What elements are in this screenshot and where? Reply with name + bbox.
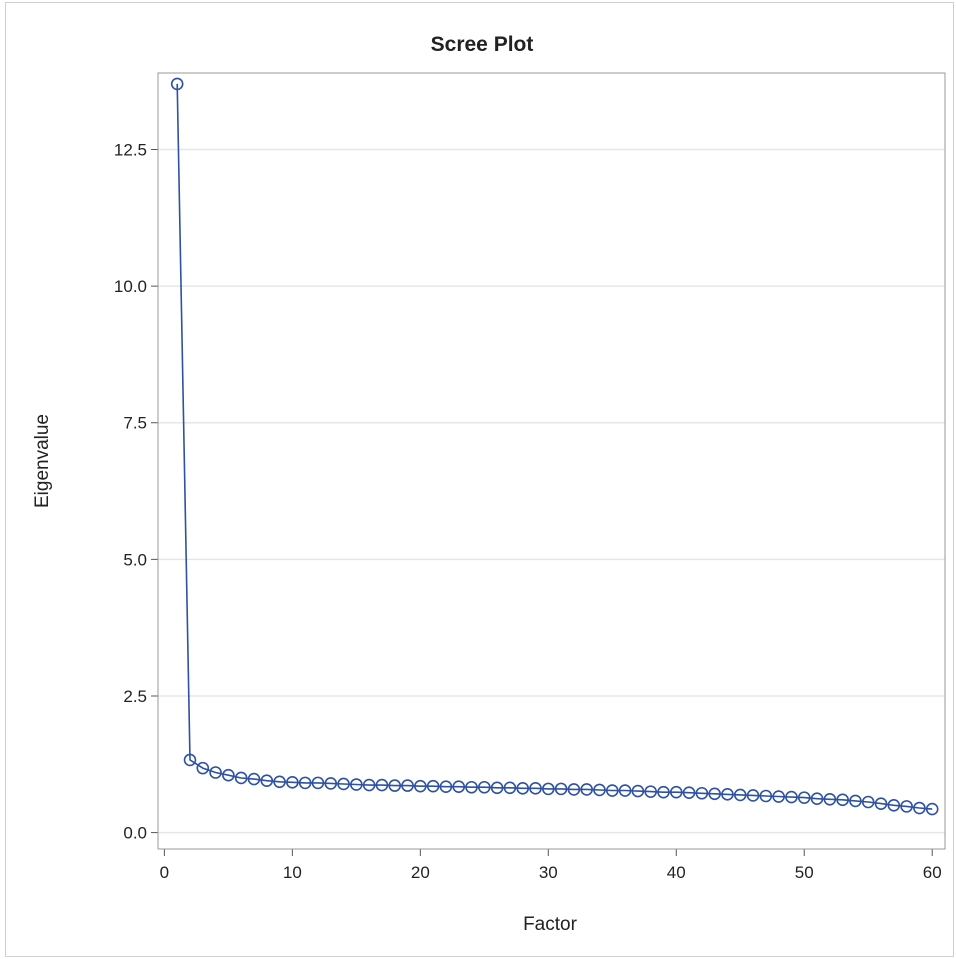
data-point <box>542 782 555 796</box>
data-point <box>925 802 939 816</box>
x-tick-label: 20 <box>411 863 430 882</box>
x-tick-label: 60 <box>923 863 942 882</box>
data-point <box>861 795 875 809</box>
data-point <box>669 785 683 799</box>
data-point <box>375 778 389 792</box>
data-point <box>785 790 798 804</box>
data-point <box>836 793 849 807</box>
data-point <box>209 766 222 779</box>
data-point <box>401 779 414 792</box>
x-tick-label: 30 <box>539 863 558 882</box>
data-point <box>478 780 491 794</box>
data-point <box>733 788 747 802</box>
data-point <box>196 761 210 775</box>
x-tick-label: 50 <box>795 863 814 882</box>
data-point <box>708 787 721 801</box>
data-point <box>529 782 542 795</box>
data-point <box>900 800 913 813</box>
data-point <box>631 784 645 798</box>
data-point <box>695 786 709 800</box>
data-point <box>618 784 632 797</box>
data-point <box>222 768 235 782</box>
y-tick-label: 5.0 <box>123 550 147 569</box>
y-tick-label: 0.0 <box>123 824 147 843</box>
data-point <box>260 774 274 787</box>
x-tick-label: 40 <box>667 863 686 882</box>
chart-title: Scree Plot <box>431 33 534 56</box>
data-point <box>388 779 402 792</box>
data-point <box>414 779 427 793</box>
data-point <box>426 779 440 793</box>
data-point <box>298 776 312 790</box>
data-point <box>644 785 657 798</box>
data-point <box>490 781 504 795</box>
data-point <box>746 789 760 802</box>
data-point <box>554 782 568 796</box>
x-axis-label: Factor <box>523 914 578 935</box>
data-point <box>759 789 773 803</box>
scree-plot-chart: Scree Plot 0.0 2.5 5.0 7.5 10.0 12.5 0 10 20 30 40… <box>32 33 946 935</box>
data-point <box>503 781 517 795</box>
data-point <box>580 783 593 796</box>
data-point <box>170 77 184 91</box>
y-tick-label: 12.5 <box>114 141 147 160</box>
y-tick-label: 2.5 <box>123 687 147 706</box>
data-point <box>605 784 619 797</box>
data-point <box>234 771 248 785</box>
plot-area-border <box>157 72 946 850</box>
data-point <box>810 792 824 806</box>
y-axis-label: Eigenvalue <box>32 414 53 508</box>
data-point <box>324 777 338 790</box>
data-point <box>567 783 581 796</box>
data-point <box>439 780 453 794</box>
data-point <box>797 791 811 804</box>
y-tick-label: 10.0 <box>114 277 147 296</box>
data-point <box>823 792 837 806</box>
data-point <box>286 776 299 789</box>
data-point <box>311 776 325 790</box>
data-point <box>874 797 888 810</box>
data-point <box>772 790 785 803</box>
data-point <box>849 794 862 808</box>
data-point <box>516 782 530 795</box>
axes: 0.0 2.5 5.0 7.5 10.0 12.5 0 10 20 30 40 50 60 <box>114 141 942 882</box>
data-point <box>913 801 926 815</box>
data-point <box>593 783 606 797</box>
data-point <box>657 785 670 799</box>
y-tick-label: 7.5 <box>123 414 147 433</box>
data-point <box>350 778 363 791</box>
data-point <box>183 753 197 767</box>
data-point <box>682 786 696 800</box>
data-point <box>337 777 350 791</box>
data-point <box>465 780 478 794</box>
data-point <box>887 798 901 812</box>
gridlines <box>158 148 945 834</box>
data-point <box>247 772 261 786</box>
data-point <box>362 778 376 792</box>
series-eigenvalues <box>170 77 939 816</box>
x-tick-label: 10 <box>283 863 302 882</box>
chart-frame: Scree Plot 0.0 2.5 5.0 7.5 10.0 12.5 0 10 20 30 40… <box>5 2 954 957</box>
data-point <box>273 775 286 789</box>
x-tick-label: 0 <box>160 863 169 882</box>
series-line <box>176 83 933 810</box>
data-point <box>452 780 466 794</box>
data-point <box>721 788 734 801</box>
